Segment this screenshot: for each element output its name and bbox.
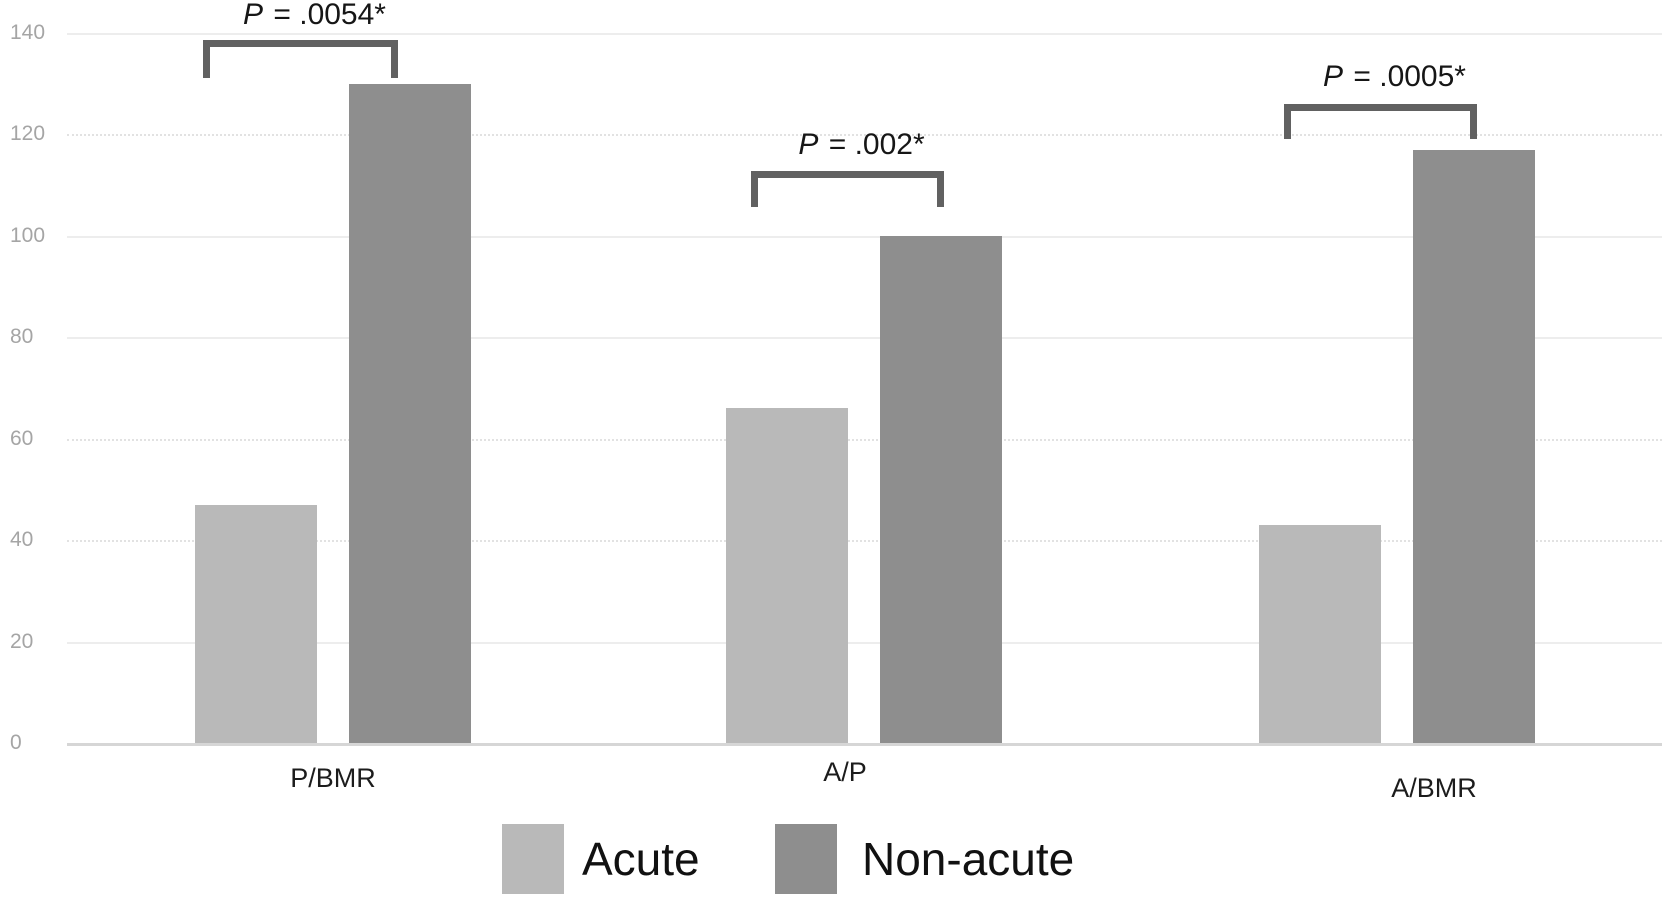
y-axis-tick-100: 100 (10, 223, 46, 247)
legend-swatch-acute (502, 824, 564, 894)
gridline-y-20 (67, 641, 1662, 644)
p-value-label-a-bmr: P = .0005* (1323, 60, 1466, 93)
y-axis-tick-0: 0 (10, 731, 22, 754)
significance-bracket-p-bmr (203, 40, 398, 78)
x-axis-label-a-bmr: A/BMR (1391, 773, 1477, 803)
y-axis-tick-80: 80 (10, 325, 34, 349)
y-axis-tick-20: 20 (10, 629, 34, 653)
p-value-label-a-p: P = .002* (798, 128, 925, 161)
legend-label-acute: Acute (582, 833, 700, 885)
legend-swatch-non-acute (775, 824, 837, 894)
gridline-y-120 (67, 134, 1662, 137)
significance-bracket-a-p (751, 171, 944, 207)
bar-non-acute-a-p (880, 235, 1002, 743)
y-axis-tick-40: 40 (10, 528, 34, 552)
gridline-y-40 (67, 540, 1662, 543)
bar-acute-a-p (726, 408, 848, 743)
bar-non-acute-a-bmr (1413, 149, 1535, 743)
y-axis-tick-140: 140 (10, 21, 46, 44)
x-axis-label-a-p: A/P (823, 757, 867, 787)
gridline-y-60 (67, 438, 1662, 441)
x-axis-label-p-bmr: P/BMR (290, 763, 376, 793)
gridline-y-80 (67, 337, 1662, 340)
legend-label-non-acute: Non-acute (862, 833, 1075, 885)
bar-non-acute-p-bmr (349, 83, 471, 743)
p-value-label-p-bmr: P = .0054* (243, 0, 386, 31)
bar-acute-a-bmr (1259, 524, 1381, 743)
gridline-y-0 (67, 743, 1662, 746)
gridline-y-100 (67, 235, 1662, 238)
y-axis-tick-60: 60 (10, 426, 34, 450)
gridline-y-140 (67, 33, 1662, 35)
y-axis-tick-120: 120 (10, 122, 46, 146)
significance-bracket-a-bmr (1284, 104, 1477, 139)
bar-acute-p-bmr (195, 504, 317, 743)
